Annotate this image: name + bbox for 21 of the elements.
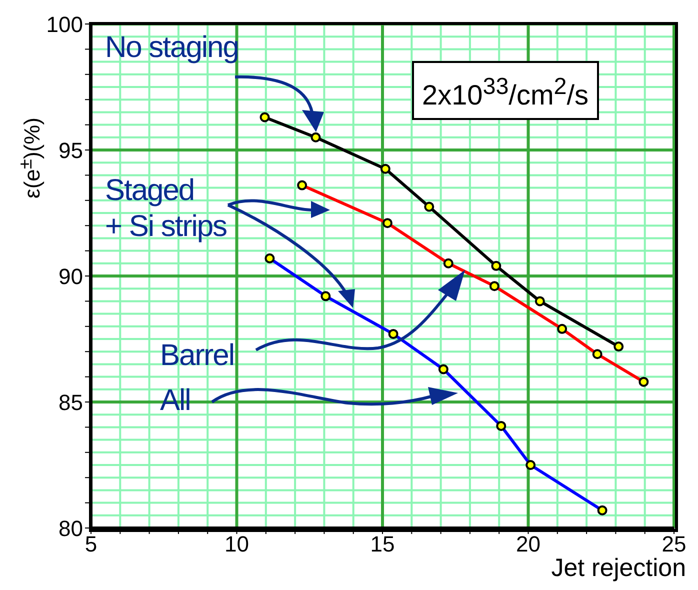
y-tick-label: 80 bbox=[58, 516, 83, 541]
y-tick-label: 100 bbox=[46, 12, 83, 37]
annotation: Barrel bbox=[160, 338, 234, 374]
point bbox=[260, 112, 270, 122]
y-tick-label: 95 bbox=[58, 138, 83, 163]
y-tick-label: 90 bbox=[58, 264, 83, 289]
point bbox=[491, 260, 502, 271]
point bbox=[534, 296, 545, 306]
point bbox=[614, 342, 624, 352]
annotation: 2x10$^{33}$/cm$^{2}$/s bbox=[412, 61, 599, 120]
point bbox=[424, 202, 434, 212]
y-tick-label: 85 bbox=[58, 390, 83, 415]
x-tick-label: 15 bbox=[370, 532, 395, 557]
x-axis-title: Jet rejection bbox=[551, 554, 686, 582]
x-tick-label: 5 bbox=[84, 532, 98, 557]
x-tick-label: 20 bbox=[516, 532, 540, 557]
x-tick-label: 10 bbox=[224, 532, 249, 557]
annotation: Staged + Si strips bbox=[105, 173, 227, 245]
point bbox=[310, 132, 321, 142]
x-tick-label: 25 bbox=[662, 532, 686, 557]
point bbox=[380, 164, 390, 174]
